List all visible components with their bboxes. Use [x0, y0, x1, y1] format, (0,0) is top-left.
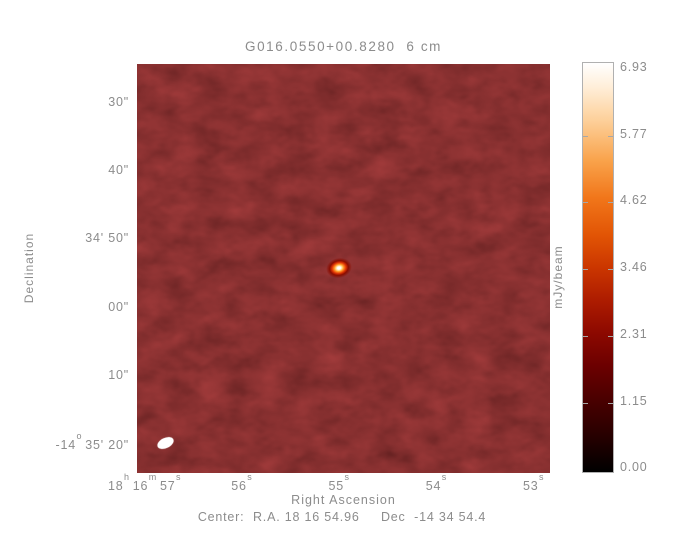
colorbar-tick	[608, 402, 613, 404]
y-tick-label: 40"	[108, 163, 129, 178]
center-caption: Center: R.A. 18 16 54.96 Dec -14 34 54.4	[197, 510, 487, 524]
colorbar-tick	[583, 335, 588, 337]
colorbar-tick	[583, 135, 588, 137]
colorbar-tick	[583, 269, 588, 271]
colorbar-tick-label: 2.31	[620, 326, 648, 341]
colorbar-tick	[583, 202, 588, 204]
colorbar-tick	[583, 402, 588, 404]
colorbar-tick-label: 4.62	[620, 193, 648, 208]
colorbar-tick	[608, 135, 613, 137]
colorbar-tick-label: 0.00	[620, 460, 648, 475]
right-ascension-axis-label: Right Ascension	[291, 493, 396, 507]
radio-map	[137, 64, 550, 473]
y-tick-label: 10"	[108, 367, 129, 382]
colorbar-tick-label: 5.77	[620, 126, 648, 141]
colorbar-tick-label: 6.93	[620, 60, 648, 74]
plot-title: G016.0550+00.8280 6 cm	[244, 39, 443, 54]
colorbar-tick-label: 3.46	[620, 260, 648, 275]
colorbar-unit-label: mJy/beam	[551, 245, 565, 309]
y-tick-label: 00"	[108, 299, 129, 314]
x-tick-label: 53s	[522, 472, 544, 494]
colorbar-tick-label: 1.15	[620, 393, 648, 408]
x-tick-label: 56s	[231, 472, 252, 494]
y-tick-label: -14o 35' 20"	[55, 431, 129, 453]
y-tick-label: 34' 50"	[85, 231, 129, 246]
colorbar-tick	[608, 335, 613, 337]
colorbar-tick	[608, 269, 613, 271]
colorbar-tick	[608, 202, 613, 204]
colorbar	[582, 62, 614, 473]
x-tick-label: 54s	[425, 472, 447, 494]
x-tick-label: 55s	[328, 472, 349, 494]
y-tick-label: 30"	[108, 95, 129, 109]
x-tick-label: 18h 16m 57s	[107, 472, 181, 494]
